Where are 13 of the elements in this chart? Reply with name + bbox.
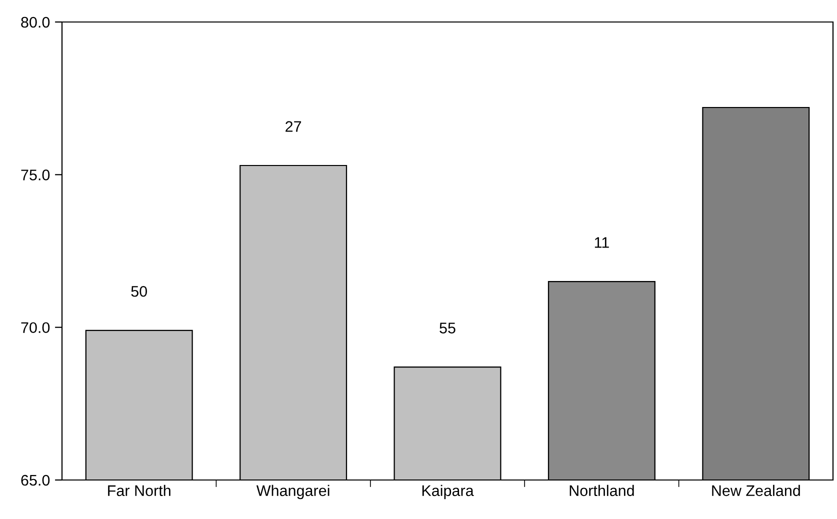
annotation: 50 [131, 286, 147, 297]
annotation: 27 [286, 121, 302, 132]
y-tick-label: 75.0 [21, 170, 50, 180]
y-tick-label: 70.0 [21, 322, 50, 334]
y-tick-label: 80.0 [21, 16, 50, 28]
x-tick-label: Far North [108, 484, 170, 496]
x-tick-label: Northland [570, 484, 634, 496]
x-tick-label: Whangarei [256, 484, 330, 500]
x-tick-label: Kaipara [422, 484, 474, 500]
y-tick-label: 65.0 [21, 474, 50, 486]
annotation: 55 [440, 322, 456, 334]
x-tick-label: New Zealand [712, 484, 800, 496]
annotation: 11 [594, 237, 609, 248]
